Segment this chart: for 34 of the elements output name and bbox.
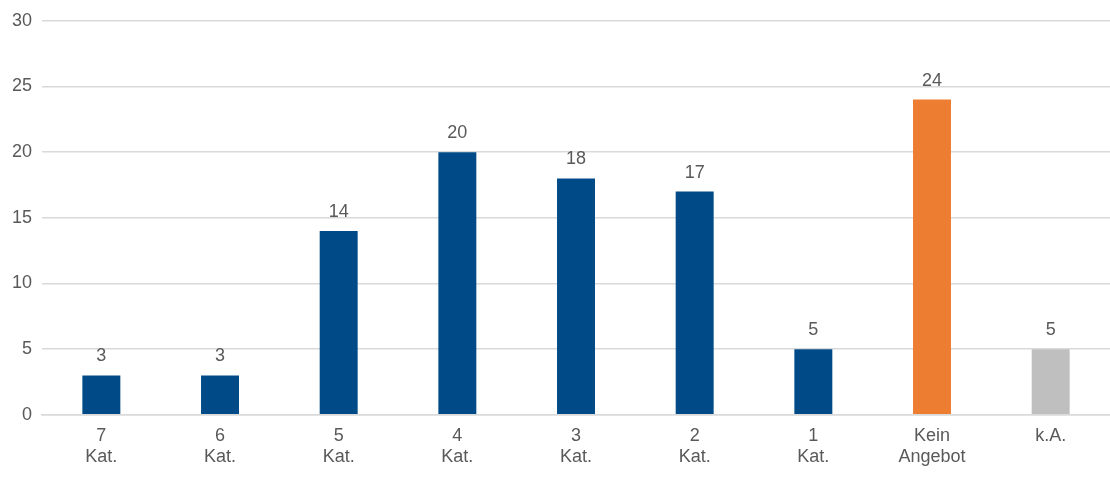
x-tick-label: 1 Kat. [797, 424, 830, 467]
data-label: 3 [215, 345, 226, 366]
bar [913, 99, 951, 415]
y-tick-label: 0 [22, 403, 33, 424]
y-tick-label: 15 [11, 206, 33, 227]
x-tick-label: 7 Kat. [85, 424, 118, 467]
x-tick-label: Kein Angebot [898, 424, 966, 467]
data-label: 14 [328, 200, 349, 221]
x-tick-label: 3 Kat. [560, 424, 593, 467]
y-tick-label: 25 [11, 75, 33, 96]
bar [438, 152, 477, 415]
y-tick-label: 5 [22, 338, 33, 359]
y-tick-label: 20 [11, 141, 33, 162]
bar [794, 349, 833, 415]
data-label: 20 [447, 122, 468, 143]
bar [201, 375, 239, 415]
data-label: 24 [921, 69, 943, 90]
bar [675, 191, 714, 415]
x-tick-label: 6 Kat. [204, 424, 237, 467]
data-label: 18 [566, 148, 587, 169]
bar [557, 178, 595, 415]
bar [319, 230, 358, 415]
y-tick-label: 30 [11, 9, 33, 30]
data-label: 3 [96, 345, 107, 366]
data-label: 5 [1045, 319, 1056, 340]
x-tick-label: 5 Kat. [322, 424, 355, 467]
x-tick-label: 2 Kat. [678, 424, 711, 467]
data-label: 17 [684, 161, 705, 182]
y-tick-label: 10 [11, 272, 33, 293]
bar [82, 375, 121, 415]
x-tick-label: 4 Kat. [441, 424, 474, 467]
data-label: 5 [808, 319, 819, 340]
x-tick-label: k.A. [1035, 424, 1067, 445]
bar [1031, 349, 1070, 415]
